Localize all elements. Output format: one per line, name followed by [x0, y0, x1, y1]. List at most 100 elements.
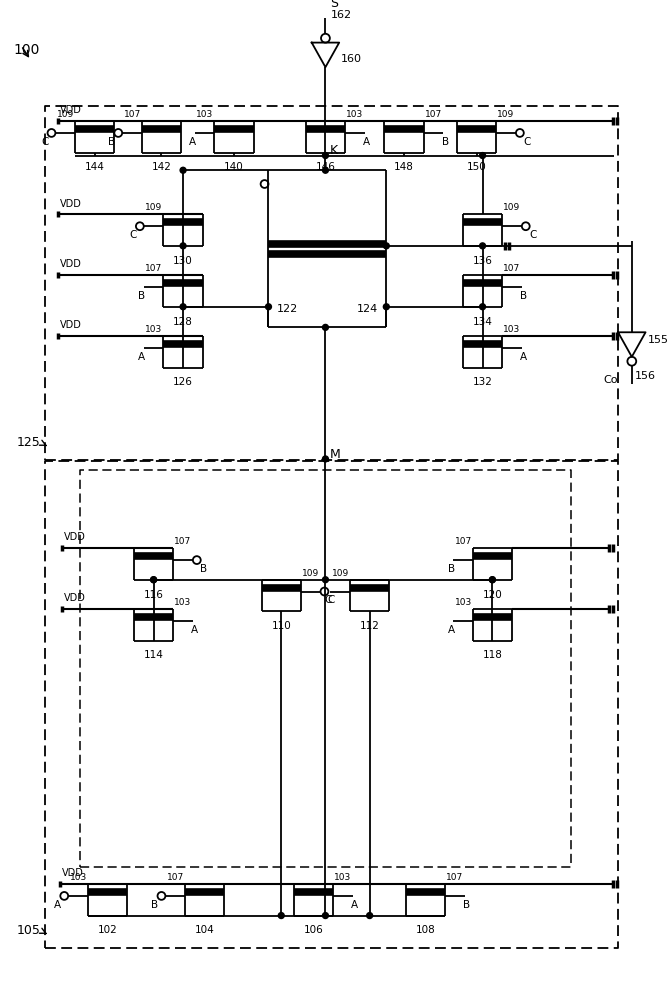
Circle shape — [323, 167, 328, 173]
Polygon shape — [618, 332, 646, 357]
Text: A: A — [189, 137, 197, 147]
Text: B: B — [200, 564, 207, 574]
Text: 128: 128 — [173, 317, 193, 327]
Text: 103: 103 — [334, 873, 352, 882]
Text: 112: 112 — [360, 621, 380, 631]
Text: VDD: VDD — [60, 105, 82, 115]
Text: 126: 126 — [173, 377, 193, 387]
Text: 136: 136 — [472, 256, 493, 266]
Text: 107: 107 — [425, 110, 442, 119]
Text: 125: 125 — [17, 436, 41, 449]
Circle shape — [151, 577, 156, 583]
Text: 144: 144 — [85, 162, 105, 172]
Text: 156: 156 — [635, 371, 656, 381]
Text: 106: 106 — [304, 925, 323, 935]
Text: VDD: VDD — [60, 199, 82, 209]
Circle shape — [383, 304, 389, 310]
Text: B: B — [520, 291, 527, 301]
Text: C: C — [325, 595, 332, 605]
Text: B: B — [463, 900, 470, 910]
Circle shape — [278, 913, 285, 918]
Text: 103: 103 — [196, 110, 213, 119]
Text: 104: 104 — [195, 925, 215, 935]
Text: C: C — [327, 595, 335, 605]
Text: Co: Co — [603, 375, 618, 385]
Text: 100: 100 — [13, 43, 40, 57]
Circle shape — [480, 153, 486, 158]
Text: 142: 142 — [152, 162, 171, 172]
Text: 134: 134 — [472, 317, 493, 327]
Text: 162: 162 — [330, 10, 352, 20]
Text: B: B — [138, 291, 146, 301]
Text: 103: 103 — [174, 598, 191, 607]
Text: 109: 109 — [503, 203, 521, 212]
Text: A: A — [352, 900, 358, 910]
Text: 103: 103 — [70, 873, 87, 882]
Circle shape — [323, 153, 328, 158]
Text: 103: 103 — [346, 110, 363, 119]
Circle shape — [480, 304, 486, 310]
Text: C: C — [130, 230, 137, 240]
Circle shape — [323, 577, 328, 583]
Text: M: M — [329, 448, 340, 461]
Text: 108: 108 — [416, 925, 435, 935]
Text: 122: 122 — [276, 304, 298, 314]
Circle shape — [366, 913, 372, 918]
Text: 107: 107 — [503, 264, 521, 273]
Circle shape — [323, 456, 328, 462]
Text: A: A — [54, 900, 61, 910]
Text: B: B — [448, 564, 455, 574]
Text: VDD: VDD — [60, 259, 82, 269]
Text: 109: 109 — [497, 110, 515, 119]
Circle shape — [489, 577, 495, 583]
Text: VDD: VDD — [62, 868, 84, 878]
Text: 103: 103 — [454, 598, 472, 607]
Text: 140: 140 — [224, 162, 244, 172]
Text: A: A — [448, 625, 455, 635]
Text: 114: 114 — [144, 650, 164, 660]
Text: 109: 109 — [331, 569, 349, 578]
Text: 103: 103 — [503, 325, 521, 334]
Circle shape — [180, 243, 186, 249]
Text: K: K — [329, 144, 338, 157]
Text: 109: 109 — [57, 110, 74, 119]
Text: 124: 124 — [357, 304, 378, 314]
Text: A: A — [363, 137, 370, 147]
Text: B: B — [151, 900, 158, 910]
Text: 107: 107 — [123, 110, 141, 119]
Text: 107: 107 — [446, 873, 464, 882]
Circle shape — [180, 304, 186, 310]
Text: 120: 120 — [482, 590, 503, 600]
Circle shape — [323, 913, 328, 918]
Text: C: C — [523, 137, 531, 147]
Circle shape — [151, 577, 156, 583]
Text: 109: 109 — [145, 203, 162, 212]
Circle shape — [480, 243, 486, 249]
Text: S: S — [330, 0, 338, 10]
Text: A: A — [520, 352, 527, 362]
Text: B: B — [108, 137, 115, 147]
Text: 116: 116 — [144, 590, 164, 600]
Text: 148: 148 — [394, 162, 414, 172]
Circle shape — [323, 324, 328, 330]
Text: 118: 118 — [482, 650, 503, 660]
Polygon shape — [312, 43, 339, 67]
Text: 146: 146 — [315, 162, 336, 172]
Text: 107: 107 — [145, 264, 162, 273]
Text: 109: 109 — [302, 569, 319, 578]
Text: 107: 107 — [174, 537, 191, 546]
Circle shape — [266, 304, 272, 310]
Circle shape — [383, 243, 389, 249]
Text: 107: 107 — [454, 537, 472, 546]
Text: 150: 150 — [467, 162, 486, 172]
Text: 102: 102 — [97, 925, 117, 935]
Text: VDD: VDD — [64, 593, 86, 603]
Text: A: A — [138, 352, 146, 362]
Text: 155: 155 — [648, 335, 668, 345]
Text: A: A — [191, 625, 199, 635]
Text: VDD: VDD — [64, 532, 86, 542]
Circle shape — [180, 167, 186, 173]
Text: VDD: VDD — [60, 320, 82, 330]
Text: 110: 110 — [271, 621, 291, 631]
Text: 107: 107 — [167, 873, 184, 882]
